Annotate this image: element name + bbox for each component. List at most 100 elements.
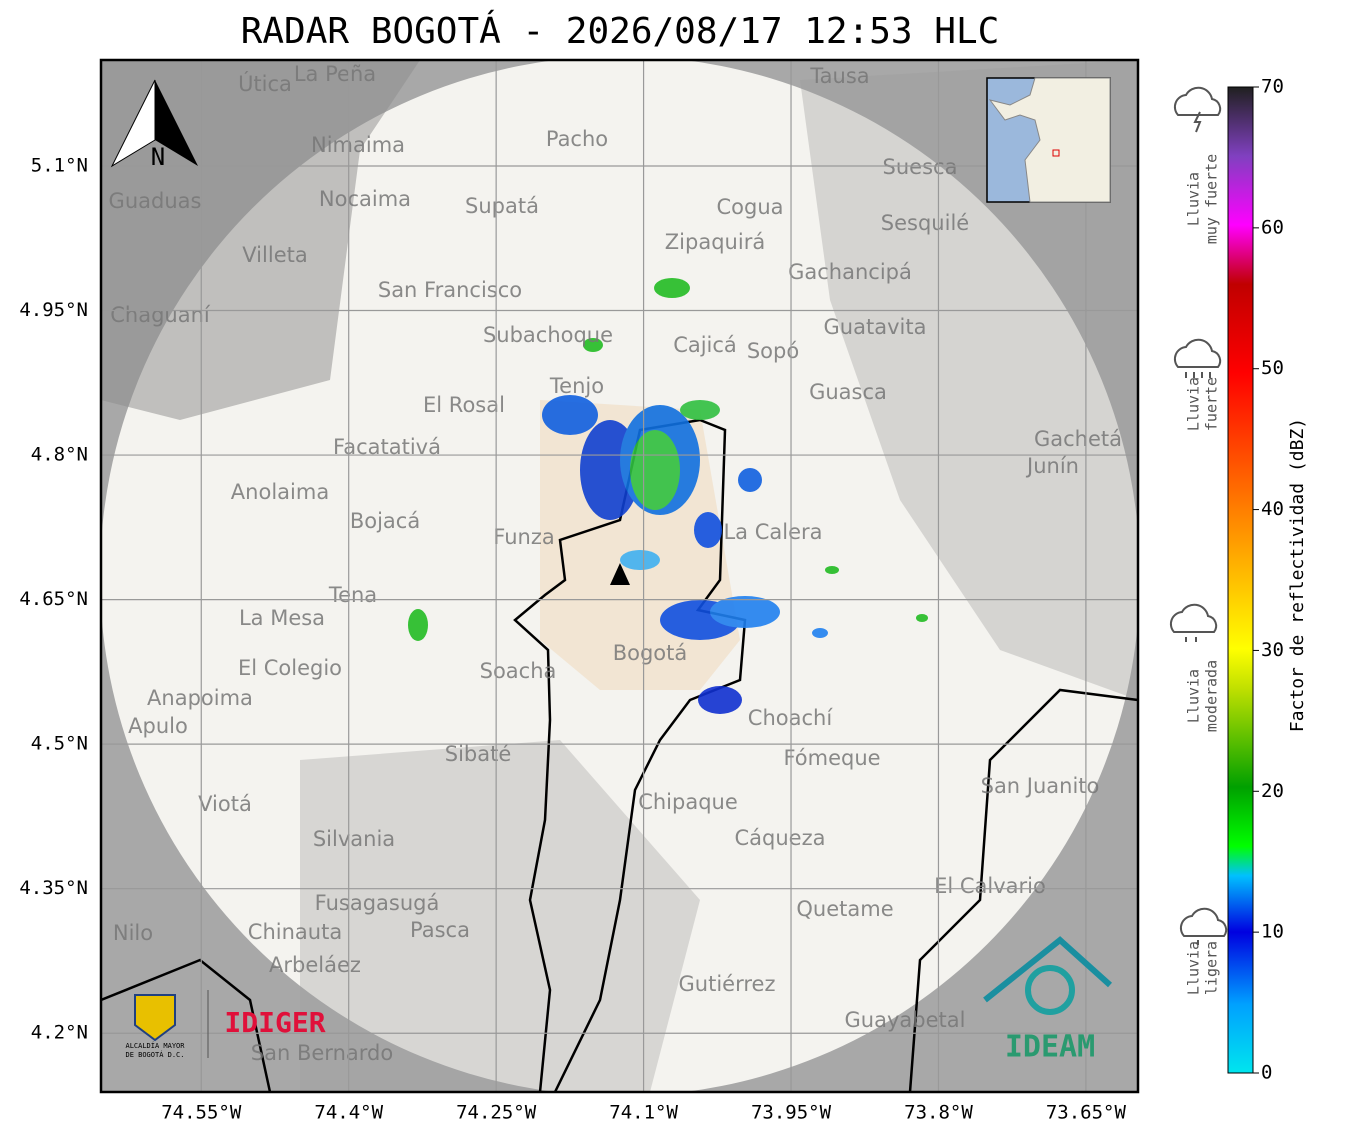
place-label: Apulo [128,714,188,738]
x-tick-label: 73.8°W [904,1102,973,1124]
x-tick-label: 73.95°W [751,1102,832,1124]
place-label: Anapoima [147,686,253,710]
place-label: Nocaima [319,187,411,211]
rain-level-label: Lluvia [1185,941,1203,995]
terrain [300,740,700,1092]
north-arrow: N [110,79,198,171]
place-label: La Mesa [239,606,325,630]
place-label: Guayabetal [845,1008,966,1032]
place-label: Cáqueza [735,826,826,850]
place-label: Útica [238,71,292,96]
place-label: Tena [328,583,377,607]
y-tick-label: 4.95°N [19,299,88,321]
place-label: Pasca [410,918,470,942]
place-label: El Rosal [423,393,505,417]
place-label: El Colegio [238,656,342,680]
y-tick-label: 4.8°N [31,444,88,466]
colorbar-tick-label: 20 [1261,780,1284,802]
y-tick-label: 5.1°N [31,154,88,176]
idiger-logo: IDIGER [224,1006,325,1039]
place-label: San Francisco [378,278,522,302]
place-label: Fusagasugá [315,891,440,915]
place-label: Funza [493,525,554,549]
place-label: Silvania [313,827,395,851]
x-tick-label: 73.65°W [1046,1102,1127,1124]
x-tick-label: 74.55°W [161,1102,242,1124]
alcaldia-text: DE BOGOTÁ D.C. [125,1050,184,1059]
place-label: Subachoque [483,323,613,347]
y-tick-label: 4.5°N [31,733,88,755]
alcaldia-logo: ALCALDÍA MAYOR DE BOGOTÁ D.C. IDIGER [125,990,326,1059]
rain-icons [1169,86,1228,945]
terrain [800,60,1138,700]
place-label: Sesquilé [881,211,969,235]
place-label: La Calera [723,520,822,544]
place-label: Gutiérrez [679,972,776,996]
title: RADAR BOGOTÁ - 2026/08/17 12:53 HLC [241,10,1000,52]
ideam-logo: IDEAM [983,936,1113,1065]
place-label: Guasca [809,380,887,404]
rain-level-label: ligera [1203,941,1221,995]
place-label: Bojacá [350,509,420,533]
place-label: Tausa [809,64,869,88]
place-label: El Calvario [934,874,1046,898]
colorbar-tick-label: 0 [1261,1062,1272,1084]
colorbar-tick-label: 60 [1261,216,1284,238]
place-label: Villeta [242,243,307,267]
radar-echoes [408,278,928,714]
place-label: Pacho [546,127,608,151]
place-label: San Bernardo [251,1041,393,1065]
colorbar-tick-label: 40 [1261,498,1284,520]
colorbar-label: Factor de reflectividad (dBZ) [1287,418,1308,732]
place-label: Cajicá [673,333,737,357]
rain-level-label: Lluvia [1185,377,1203,431]
place-label: Gachetá [1034,427,1122,451]
y-tick-label: 4.65°N [19,588,88,610]
radar-site [610,563,630,585]
colorbar-tick-label: 70 [1261,76,1284,98]
place-label: Nilo [113,921,153,945]
place-label: Fómeque [783,746,880,770]
place-label: Arbeláez [269,953,361,977]
place-label: Sibaté [445,742,512,766]
rain-level-label: muy fuerte [1203,154,1221,244]
place-label: Zipaquirá [665,230,765,254]
x-tick-label: 74.25°W [456,1102,537,1124]
place-label: Tenjo [549,374,604,398]
place-label: Soacha [480,659,557,683]
place-label: Supatá [465,194,539,218]
x-tick-label: 74.1°W [609,1102,678,1124]
place-label: Cogua [716,195,783,219]
place-label: Chinauta [248,920,342,944]
map-frame [99,58,1140,1094]
place-label: San Juanito [981,774,1100,798]
department-boundary [101,958,272,1092]
colorbar [1227,86,1254,1074]
place-label: Quetame [796,897,893,921]
department-boundary [908,688,1138,1092]
place-label: Guaduas [109,189,202,213]
rain-level-label: moderada [1203,660,1221,732]
inset-map [986,77,1111,203]
rain-level-label: fuerte [1203,377,1221,431]
place-label: Anolaima [231,480,329,504]
place-label: Chipaque [638,790,738,814]
place-label: Chaguaní [110,303,211,327]
place-label: Guatavita [824,315,927,339]
place-label: Nimaima [311,133,405,157]
ideam-text: IDEAM [1005,1030,1095,1065]
colorbar-tick-label: 30 [1261,639,1284,661]
rain-level-label: Lluvia [1185,669,1203,723]
north-label: N [151,143,165,171]
place-label: Junín [1025,454,1079,478]
place-label: Suesca [883,155,958,179]
colorbar-tick-label: 10 [1261,921,1284,943]
y-tick-label: 4.2°N [31,1022,88,1044]
rain-level-label: Lluvia [1185,172,1203,226]
alcaldia-text: ALCALDÍA MAYOR [125,1041,185,1050]
place-label: La Peña [294,62,376,86]
place-label: Viotá [198,792,252,816]
x-tick-label: 74.4°W [314,1102,383,1124]
